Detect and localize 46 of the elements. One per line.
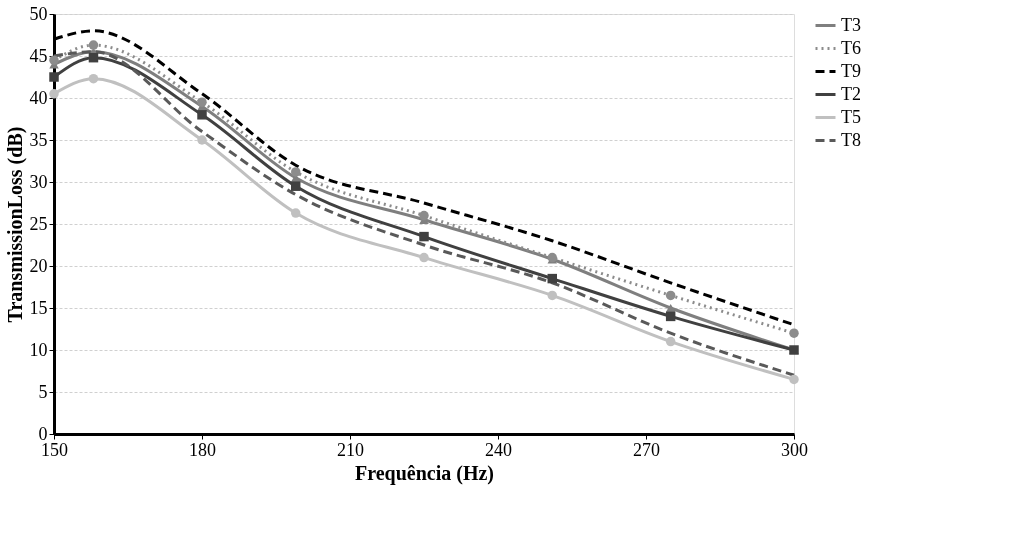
y-tick-label: 30	[29, 171, 48, 192]
y-tick-label: 45	[29, 45, 48, 66]
x-tick-label: 180	[189, 439, 216, 460]
point	[197, 135, 207, 145]
legend-label: T3	[841, 14, 861, 35]
legend-label: T2	[841, 83, 861, 104]
y-tick-label: 5	[38, 381, 48, 402]
y-tick-label: 20	[29, 255, 48, 276]
point	[665, 336, 676, 347]
point	[290, 181, 301, 191]
point	[547, 273, 558, 284]
point	[197, 97, 207, 107]
point	[665, 303, 676, 313]
point	[49, 72, 59, 82]
legend-label: T5	[841, 106, 861, 127]
x-tick-label: 270	[633, 439, 660, 460]
point	[49, 55, 59, 65]
y-axis-title: TransmissionLoss (dB)	[3, 126, 27, 323]
point	[290, 208, 301, 218]
x-axis-title: Frequência (Hz)	[354, 461, 495, 485]
point	[665, 290, 676, 301]
x-tick-label: 210	[337, 439, 364, 460]
point	[789, 374, 799, 385]
y-tick-label: 25	[29, 213, 48, 234]
legend-label: T6	[841, 37, 861, 58]
point	[419, 210, 429, 221]
point	[49, 89, 59, 99]
point	[88, 73, 99, 84]
point	[665, 311, 676, 322]
legend-label: T9	[841, 60, 861, 81]
legend-label: T8	[841, 129, 861, 150]
point	[419, 252, 429, 263]
point	[789, 328, 799, 338]
point	[197, 110, 207, 120]
point	[419, 231, 429, 242]
y-tick-label: 35	[29, 129, 48, 150]
y-tick-label: 15	[29, 297, 48, 318]
point	[290, 167, 301, 177]
x-tick-label: 300	[781, 439, 808, 460]
point	[88, 40, 99, 50]
y-tick-label: 10	[29, 339, 48, 360]
x-tick-label: 240	[485, 439, 512, 460]
y-tick-label: 40	[29, 87, 48, 108]
point	[88, 52, 99, 63]
y-tick-label: 50	[29, 3, 48, 24]
point	[547, 290, 558, 301]
